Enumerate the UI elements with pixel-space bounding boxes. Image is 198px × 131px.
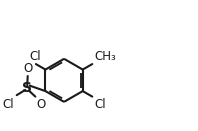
Text: Cl: Cl — [29, 50, 41, 63]
Text: O: O — [37, 98, 46, 111]
Text: Cl: Cl — [2, 98, 14, 111]
Text: O: O — [23, 62, 32, 75]
Text: CH₃: CH₃ — [94, 50, 116, 63]
Text: Cl: Cl — [94, 98, 106, 111]
Text: S: S — [22, 81, 32, 95]
